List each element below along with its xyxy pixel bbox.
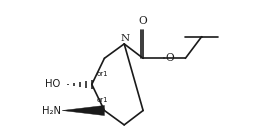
Text: or1: or1 bbox=[96, 97, 108, 103]
Polygon shape bbox=[62, 105, 104, 116]
Text: or1: or1 bbox=[96, 71, 108, 77]
Text: O: O bbox=[165, 53, 174, 63]
Text: HO: HO bbox=[45, 79, 61, 89]
Text: O: O bbox=[139, 16, 147, 26]
Text: N: N bbox=[120, 34, 130, 43]
Text: H₂N: H₂N bbox=[42, 106, 61, 116]
